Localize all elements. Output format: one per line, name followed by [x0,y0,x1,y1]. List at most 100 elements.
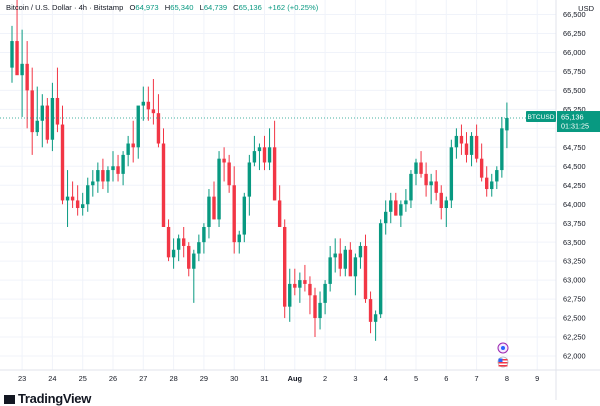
candle-body [293,283,297,288]
price-tick-label: 64,500 [563,162,586,171]
us-flag-stripe [498,359,508,361]
candle-body [262,147,267,163]
candle-body [252,151,257,163]
time-tick-label: Aug [288,374,303,383]
candle-body [202,226,206,243]
time-tick-label: 9 [535,374,539,383]
low-value: 64,739 [203,3,228,12]
candle-body [419,162,423,174]
candle-body [116,166,120,174]
price-tag-box [557,111,600,133]
tradingview-logo[interactable]: TradingView [4,391,91,406]
price-tick-label: 62,500 [563,314,586,323]
candle-body [434,181,438,193]
candle-body [187,245,191,269]
candle-body [490,181,494,190]
candle-body [459,135,464,144]
time-axis[interactable]: 23 24 25 26 27 28 29 30 31 Aug 2 3 4 5 6 7 8 9 [18,374,539,383]
candle-body [464,143,469,155]
candle-body [161,143,166,227]
candle-body [136,105,140,148]
high-value: 65,340 [170,3,194,12]
time-tick-label: 23 [18,374,26,383]
candle-body [237,234,241,243]
candle-body [424,173,428,186]
candle-body [373,314,378,322]
candle-body [288,283,292,307]
candle-body [176,238,181,250]
price-tick-label: 63,250 [563,257,586,266]
candle-body [343,249,347,269]
candle-body [212,196,216,220]
price-tag-value: 65,136 [561,113,584,122]
price-tick-label: 64,750 [563,143,586,152]
time-tick-label: 7 [475,374,479,383]
candle-body [151,109,156,114]
time-tick-label: 30 [230,374,238,383]
price-axis[interactable]: 62,000 62,250 62,500 62,750 63,000 63,250 63,5… [526,10,600,361]
candle-body [378,223,383,315]
candle-body [247,162,252,197]
time-tick-label: 28 [169,374,177,383]
candle-body [217,158,221,220]
time-tick-label: 25 [79,374,87,383]
candle-body [40,105,44,121]
candle-body [197,242,201,254]
candle-body [25,63,29,91]
price-tick-label: 64,250 [563,181,586,190]
close-value: 65,136 [238,3,262,12]
low-label: L [199,3,204,12]
candle-body [444,200,448,209]
time-tick-label: 6 [444,374,448,383]
candle-body [409,173,413,201]
candle-body [50,97,55,140]
candles [0,0,556,341]
price-tick-label: 66,500 [563,10,586,19]
price-tick-label: 66,250 [563,29,586,38]
candle-body [454,135,459,148]
currency-unit[interactable]: USD [578,4,594,13]
time-tick-label: 24 [48,374,56,383]
open-value: 64,973 [135,3,159,12]
candle-body [303,280,307,284]
candle-body [96,170,100,182]
price-tick-label: 65,250 [563,105,586,114]
candle-body [439,192,443,209]
price-tick-label: 65,750 [563,67,586,76]
price-tick-label: 63,500 [563,238,586,247]
symbol-tag-label: BTCUSD [527,114,554,121]
candle-body [10,41,14,68]
candle-body [55,97,60,125]
time-tick-label: 26 [109,374,117,383]
candle-body [156,113,161,144]
candle-body [30,90,34,133]
event-flag-dot [501,346,505,350]
candle-body [313,295,317,319]
candle-body [277,200,282,227]
chart-overlay [497,342,509,368]
candle-body [121,154,125,174]
candle-body [106,170,110,182]
symbol-header: Bitcoin / U.S. Dollar · 4h · Bitstamp O6… [6,3,318,12]
candle-body [146,101,151,110]
candle-body [60,124,65,201]
candle-body [227,162,231,186]
candle-body [298,280,302,288]
price-tick-label: 63,750 [563,219,586,228]
open-label: O [129,3,136,12]
candle-body [20,63,24,76]
time-tick-label: 3 [353,374,357,383]
candle-body [111,166,115,171]
candle-body [404,200,408,205]
candle-body [328,257,332,284]
candle-body [333,253,337,258]
time-tick-label: 2 [323,374,327,383]
candle-body [469,135,474,155]
candle-body [91,181,95,186]
candle-body [500,128,504,171]
candle-body [338,253,342,269]
